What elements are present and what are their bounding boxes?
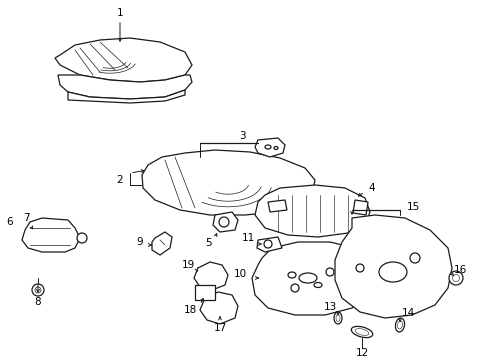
Text: 11: 11 [241, 233, 254, 243]
Text: 8: 8 [35, 297, 41, 307]
Polygon shape [200, 292, 238, 324]
Text: 19: 19 [181, 260, 194, 270]
Ellipse shape [395, 318, 404, 332]
Polygon shape [142, 150, 314, 215]
Polygon shape [22, 218, 80, 252]
Ellipse shape [354, 329, 368, 336]
Text: 18: 18 [183, 305, 196, 315]
Ellipse shape [335, 315, 339, 321]
Polygon shape [254, 185, 369, 237]
Text: 17: 17 [213, 323, 226, 333]
Polygon shape [55, 38, 192, 82]
Circle shape [32, 284, 44, 296]
Text: 9: 9 [137, 237, 143, 247]
Circle shape [451, 275, 459, 282]
Circle shape [35, 287, 41, 293]
Polygon shape [334, 215, 451, 318]
Circle shape [219, 217, 228, 227]
Circle shape [355, 264, 363, 272]
Text: 3: 3 [238, 131, 245, 141]
Ellipse shape [298, 273, 316, 283]
Polygon shape [352, 200, 367, 215]
Polygon shape [251, 242, 371, 315]
Ellipse shape [397, 321, 402, 329]
Polygon shape [195, 285, 215, 300]
Circle shape [409, 253, 419, 263]
Ellipse shape [287, 272, 295, 278]
Circle shape [448, 271, 462, 285]
Polygon shape [254, 138, 285, 157]
Polygon shape [194, 262, 227, 290]
Text: 16: 16 [452, 265, 466, 275]
Ellipse shape [378, 262, 406, 282]
Polygon shape [257, 237, 282, 252]
Text: 5: 5 [204, 238, 211, 248]
Circle shape [264, 240, 271, 248]
Ellipse shape [350, 327, 372, 338]
Circle shape [325, 268, 333, 276]
Polygon shape [152, 232, 172, 255]
Polygon shape [68, 90, 184, 103]
Ellipse shape [333, 312, 341, 324]
Text: 10: 10 [233, 269, 246, 279]
Text: 7: 7 [22, 213, 29, 223]
Text: 6: 6 [7, 217, 13, 227]
Ellipse shape [264, 145, 270, 149]
Text: 13: 13 [323, 302, 336, 312]
Ellipse shape [273, 147, 278, 149]
Circle shape [77, 233, 87, 243]
Text: 14: 14 [401, 308, 414, 318]
Text: 4: 4 [368, 183, 375, 193]
Text: 2: 2 [117, 175, 123, 185]
Polygon shape [58, 75, 192, 99]
Ellipse shape [313, 283, 321, 288]
Circle shape [290, 284, 298, 292]
Text: 12: 12 [355, 348, 368, 358]
Polygon shape [213, 212, 238, 232]
Polygon shape [267, 200, 286, 212]
Text: 1: 1 [117, 8, 123, 18]
Text: 15: 15 [406, 202, 419, 212]
